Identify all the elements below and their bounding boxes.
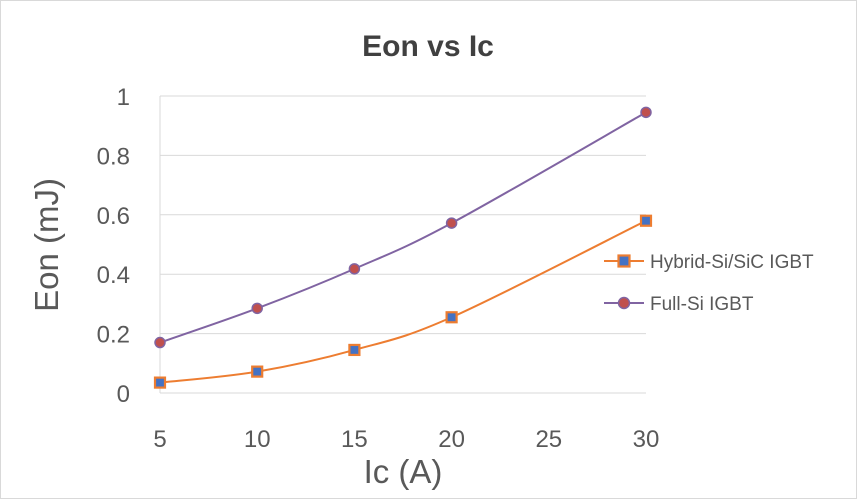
data-point — [445, 217, 458, 229]
data-point — [348, 263, 361, 275]
data-point — [251, 302, 263, 315]
series-line — [159, 111, 647, 344]
y-tick-label: 0.6 — [97, 203, 130, 230]
y-tick-label: 0 — [117, 381, 130, 408]
chart-title: Eon vs Ic — [362, 30, 494, 63]
axis-layer: 00.20.40.60.815 10 15 20 25 30 — [97, 84, 660, 453]
x-tick-label: 30 — [633, 426, 660, 453]
x-tick-label: 5 — [153, 426, 166, 453]
data-point — [445, 311, 458, 324]
x-tick-label: 15 — [341, 426, 368, 453]
legend-label: Full-Si IGBT — [650, 294, 754, 315]
legend-label: Hybrid-Si/SiC IGBT — [650, 252, 814, 273]
legend-marker — [617, 296, 631, 310]
series-line — [159, 219, 647, 384]
data-point — [639, 214, 653, 227]
series-2 — [154, 106, 652, 349]
data-point — [154, 336, 166, 349]
y-tick-label: 0.4 — [97, 262, 130, 289]
legend-entry: Hybrid-Si/SiC IGBT — [604, 252, 814, 273]
series-1 — [153, 214, 653, 389]
legend: Hybrid-Si/SiC IGBT Full-Si IGBT — [604, 252, 814, 315]
data-point — [640, 106, 652, 119]
y-tick-label: 1 — [117, 84, 130, 111]
x-axis-title: Ic (A) — [364, 453, 443, 490]
series-layer — [153, 106, 653, 389]
legend-entry: Full-Si IGBT — [604, 294, 754, 315]
data-point — [251, 365, 264, 378]
y-tick-label: 0.8 — [97, 143, 130, 170]
grid-layer — [160, 95, 646, 335]
y-tick-label: 0.2 — [97, 322, 130, 349]
data-point — [153, 376, 167, 389]
x-tick-label: 25 — [535, 426, 562, 453]
legend-marker — [617, 254, 631, 268]
x-tick-label: 10 — [244, 426, 271, 453]
x-tick-label: 20 — [438, 426, 465, 453]
data-point — [348, 343, 361, 357]
y-axis-title: Eon (mJ) — [28, 178, 65, 312]
